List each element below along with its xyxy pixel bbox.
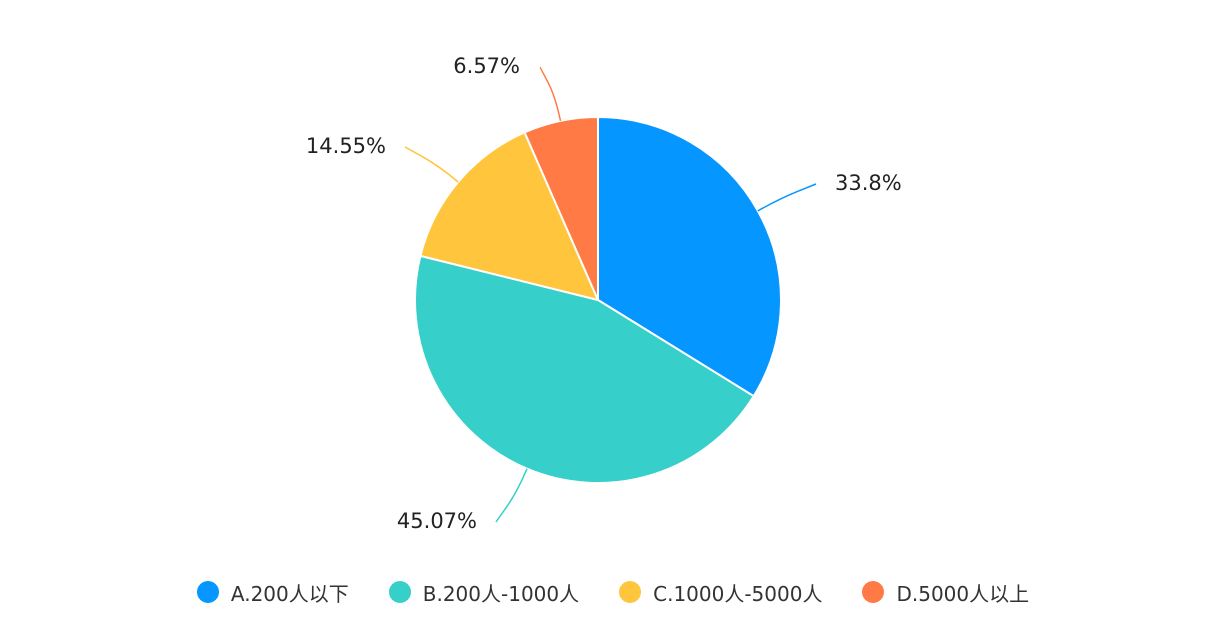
legend-item-d[interactable]: D.5000人以上 xyxy=(862,578,1029,607)
slice-label-c: 14.55% xyxy=(306,134,386,158)
legend-label-a: A.200人以下 xyxy=(230,581,349,606)
pie-slice-a[interactable] xyxy=(597,115,782,398)
slice-label-d: 6.57% xyxy=(453,54,520,78)
legend: A.200人以下 B.200人-1000人 C.1000人-5000人 D.50… xyxy=(0,572,1226,612)
pie-slice-c[interactable] xyxy=(419,131,600,302)
legend-item-b[interactable]: B.200人-1000人 xyxy=(388,578,580,607)
legend-item-c[interactable]: C.1000人-5000人 xyxy=(619,578,822,607)
leader-line-c xyxy=(404,146,459,183)
leader-line-a xyxy=(757,183,817,212)
legend-marker-b xyxy=(388,581,411,603)
legend-label-d: D.5000人以上 xyxy=(896,581,1030,606)
legend-marker-d xyxy=(862,581,885,603)
legend-marker-a xyxy=(196,581,219,603)
pie-slice-d[interactable] xyxy=(523,115,599,301)
leader-line-b xyxy=(495,468,528,523)
legend-marker-c xyxy=(619,581,642,603)
slice-label-b: 45.07% xyxy=(397,509,477,533)
legend-item-a[interactable]: A.200人以下 xyxy=(196,578,349,607)
legend-label-b: B.200人-1000人 xyxy=(422,581,580,606)
slice-label-a: 33.8% xyxy=(835,171,902,195)
legend-label-c: C.1000人-5000人 xyxy=(653,581,823,606)
leader-line-d xyxy=(539,66,562,122)
